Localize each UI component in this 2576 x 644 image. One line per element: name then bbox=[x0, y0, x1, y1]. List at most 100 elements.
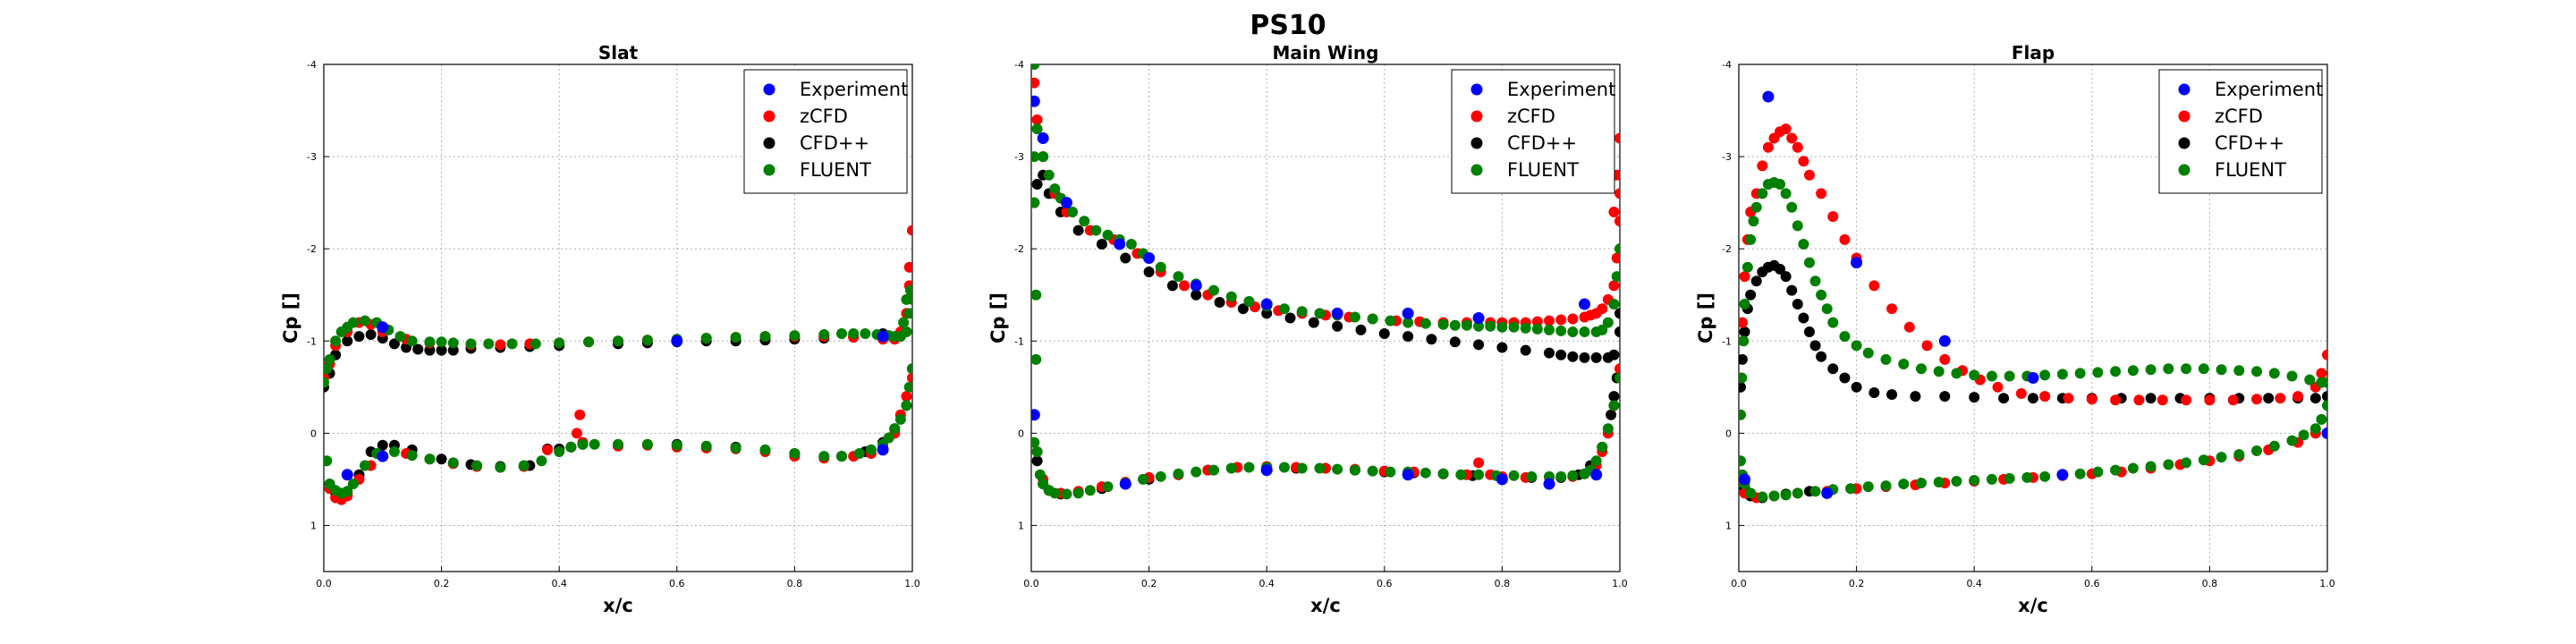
point-fluent bbox=[506, 338, 518, 350]
point-cfdpp bbox=[2322, 391, 2327, 402]
point-experiment bbox=[377, 321, 389, 334]
plot-frame bbox=[1738, 64, 2328, 572]
point-cfdpp bbox=[1745, 289, 1757, 301]
point-fluent bbox=[898, 317, 910, 328]
point-fluent bbox=[347, 479, 359, 490]
point-fluent bbox=[1780, 489, 1792, 501]
point-fluent bbox=[1155, 261, 1166, 273]
point-zcfd bbox=[1827, 211, 1839, 223]
x-tick-label: 0.2 bbox=[1141, 578, 1157, 589]
point-fluent bbox=[1821, 303, 1833, 315]
point-fluent bbox=[388, 445, 400, 457]
point-fluent bbox=[1314, 462, 1326, 474]
point-fluent bbox=[903, 381, 912, 393]
point-zcfd bbox=[1614, 216, 1620, 227]
point-fluent bbox=[1437, 318, 1449, 330]
point-fluent bbox=[1544, 324, 1555, 335]
point-experiment bbox=[1472, 312, 1485, 324]
point-experiment bbox=[377, 450, 389, 462]
point-cfdpp bbox=[1520, 344, 1531, 356]
point-fluent bbox=[447, 457, 459, 469]
point-zcfd bbox=[2110, 394, 2122, 406]
legend-marker-zcfd bbox=[763, 110, 775, 123]
point-experiment bbox=[1938, 335, 1951, 347]
legend-label-cfdpp: CFD++ bbox=[800, 132, 869, 154]
point-zcfd bbox=[1792, 141, 1803, 153]
point-fluent bbox=[2056, 369, 2068, 380]
point-cfdpp bbox=[1143, 266, 1155, 277]
point-fluent bbox=[1208, 464, 1219, 476]
point-experiment bbox=[1762, 90, 1775, 103]
point-fluent bbox=[2233, 365, 2245, 377]
point-fluent bbox=[1437, 468, 1449, 479]
point-cfdpp bbox=[1072, 225, 1084, 236]
point-fluent bbox=[730, 442, 741, 453]
point-fluent bbox=[2268, 440, 2280, 452]
point-experiment bbox=[1114, 238, 1126, 250]
point-fluent bbox=[1757, 188, 1768, 199]
point-fluent bbox=[1031, 353, 1042, 365]
point-fluent bbox=[471, 460, 483, 471]
point-fluent bbox=[1933, 477, 1945, 488]
y-tick-label: -2 bbox=[307, 243, 317, 255]
point-zcfd bbox=[1839, 233, 1851, 245]
point-fluent bbox=[613, 335, 623, 347]
point-fluent bbox=[1748, 216, 1759, 227]
point-fluent bbox=[903, 308, 912, 319]
point-fluent bbox=[1809, 275, 1821, 287]
point-fluent bbox=[1067, 206, 1079, 217]
point-fluent bbox=[853, 448, 865, 460]
point-fluent bbox=[1745, 487, 1757, 499]
data-points bbox=[324, 225, 912, 505]
point-fluent bbox=[1786, 201, 1798, 213]
point-fluent bbox=[1614, 372, 1620, 384]
point-zcfd bbox=[2133, 394, 2145, 406]
point-cfdpp bbox=[1803, 326, 1815, 337]
point-fluent bbox=[901, 326, 912, 337]
point-cfdpp bbox=[1378, 328, 1390, 340]
point-cfdpp bbox=[1355, 324, 1367, 335]
point-zcfd bbox=[1786, 132, 1798, 144]
point-zcfd bbox=[907, 225, 912, 236]
x-tick-label: 0.8 bbox=[2202, 578, 2218, 589]
point-fluent bbox=[583, 336, 595, 348]
legend-marker-cfdpp bbox=[763, 137, 775, 149]
point-cfdpp bbox=[2263, 393, 2275, 404]
point-fluent bbox=[1473, 320, 1485, 332]
point-zcfd bbox=[1031, 77, 1040, 89]
y-tick-label: -4 bbox=[1722, 59, 1732, 71]
point-fluent bbox=[1739, 409, 1746, 420]
point-fluent bbox=[2004, 370, 2015, 382]
point-cfdpp bbox=[1786, 284, 1798, 296]
y-tick-label: 1 bbox=[1018, 520, 1024, 531]
point-fluent bbox=[1049, 183, 1061, 195]
point-experiment bbox=[1402, 469, 1414, 481]
point-zcfd bbox=[1555, 314, 1567, 326]
point-fluent bbox=[330, 335, 342, 347]
point-fluent bbox=[554, 445, 565, 457]
point-experiment bbox=[877, 330, 889, 343]
point-fluent bbox=[1419, 318, 1431, 329]
point-fluent bbox=[1031, 123, 1043, 135]
point-experiment bbox=[2056, 469, 2069, 481]
point-fluent bbox=[2163, 459, 2174, 470]
point-fluent bbox=[1449, 319, 1461, 331]
y-tick-label: -2 bbox=[1722, 243, 1732, 255]
point-cfdpp bbox=[377, 439, 388, 451]
point-fluent bbox=[424, 453, 436, 465]
legend-marker-experiment bbox=[1470, 83, 1483, 96]
point-cfdpp bbox=[1910, 391, 1921, 402]
point-cfdpp bbox=[1284, 312, 1296, 324]
point-cfdpp bbox=[1567, 351, 1579, 362]
point-fluent bbox=[1090, 225, 1102, 236]
point-fluent bbox=[2268, 368, 2280, 379]
point-fluent bbox=[1739, 455, 1746, 467]
point-fluent bbox=[1102, 481, 1114, 493]
point-fluent bbox=[901, 293, 912, 305]
point-fluent bbox=[1880, 353, 1892, 365]
x-tick-label: 0.6 bbox=[2084, 578, 2100, 589]
point-fluent bbox=[613, 438, 623, 450]
point-fluent bbox=[1614, 243, 1620, 255]
x-tick-label: 0.2 bbox=[1849, 578, 1865, 589]
point-fluent bbox=[759, 331, 771, 343]
